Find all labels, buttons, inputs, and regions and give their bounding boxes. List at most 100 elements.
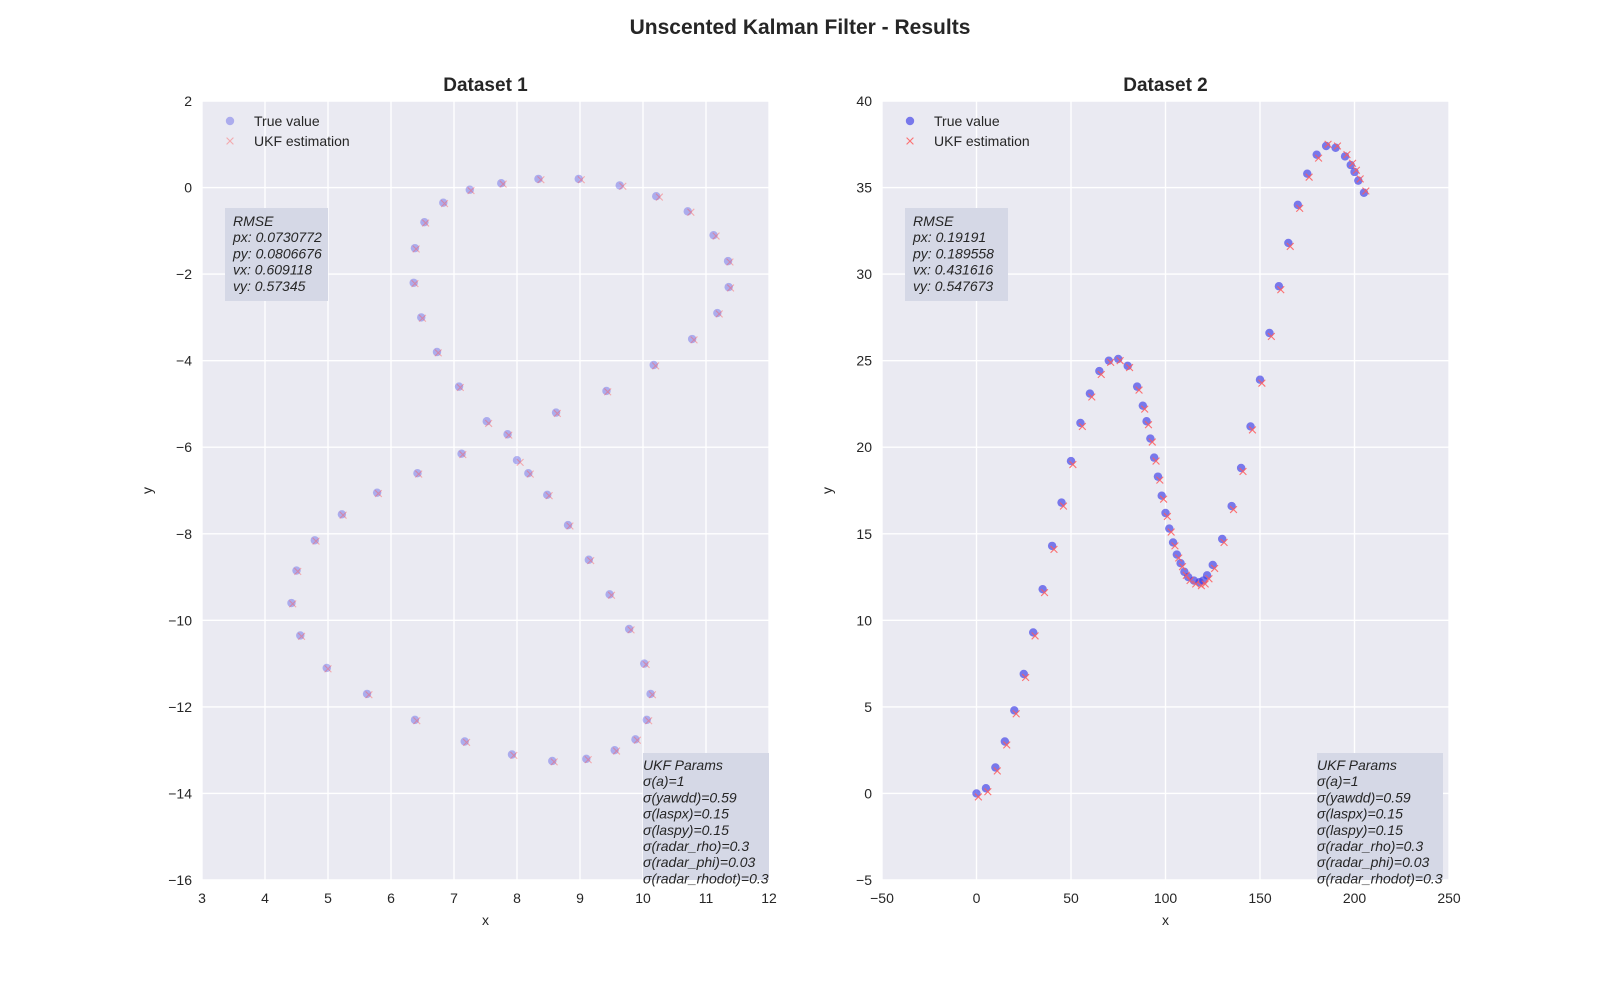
data-point (497, 179, 506, 188)
y-tick-label: −2 (176, 266, 192, 282)
data-point (1274, 282, 1284, 291)
data-point (413, 716, 421, 725)
data-point (1312, 150, 1321, 159)
data-point (454, 382, 464, 391)
data-point (1293, 200, 1303, 210)
chart-panel-1: 3 4 5 6 7 8 9 10 11 12 2 0 −2 −4 −6 −8 −10 −12 −14 −16 x y Dat… (139, 75, 777, 928)
data-point (993, 767, 1002, 775)
params-line: σ(radar_rhodot)=0.3 (1317, 870, 1443, 886)
y-tick-label: 2 (184, 93, 192, 109)
data-point (610, 745, 619, 755)
legend-label: UKF estimation (934, 133, 1030, 149)
data-point (420, 217, 429, 227)
data-point (1191, 580, 1200, 588)
data-point (582, 754, 591, 764)
data-point (642, 660, 650, 669)
data-point (1066, 456, 1076, 466)
data-point (1362, 187, 1370, 195)
params-line: σ(a)=1 (643, 773, 685, 789)
rmse-box (905, 208, 1008, 301)
data-point (1069, 460, 1077, 469)
data-point (624, 624, 634, 634)
data-point (1000, 737, 1010, 746)
data-point (1106, 358, 1115, 367)
data-point (615, 181, 624, 190)
data-point (627, 626, 635, 634)
data-point (687, 208, 695, 217)
data-point (1333, 142, 1342, 150)
data-point (411, 279, 419, 288)
y-tick-label: −16 (168, 872, 192, 888)
data-point (1029, 628, 1038, 637)
data-point (1227, 501, 1236, 511)
legend-label: True value (934, 113, 1000, 129)
data-point (607, 591, 616, 600)
data-point (605, 590, 614, 599)
y-tick-label: 25 (856, 353, 872, 369)
data-point (1125, 363, 1134, 372)
data-point (972, 789, 981, 798)
data-point (1076, 418, 1085, 428)
data-point (1197, 581, 1206, 590)
data-point (545, 491, 553, 500)
data-point (1095, 366, 1104, 376)
data-point (1303, 169, 1312, 178)
legend-marker (225, 116, 235, 126)
data-point (339, 511, 347, 519)
rmse-line: RMSE (913, 213, 954, 229)
y-tick-label: 40 (856, 93, 872, 109)
data-point (1176, 559, 1185, 568)
data-point (713, 308, 722, 318)
data-point (566, 522, 574, 530)
data-point (414, 470, 423, 478)
rmse-line: vx: 0.431616 (913, 262, 993, 278)
data-point (724, 282, 733, 292)
x-tick-label: 10 (635, 890, 651, 906)
data-point (459, 450, 467, 459)
data-point (1047, 541, 1057, 551)
data-point (322, 663, 331, 673)
x-tick-label: 0 (973, 890, 981, 906)
data-point (1138, 401, 1148, 410)
data-point (726, 258, 734, 266)
data-point (510, 751, 518, 760)
y-tick-label: −4 (176, 353, 192, 369)
data-point (526, 470, 535, 478)
figure-title: Unscented Kalman Filter - Results (629, 16, 971, 39)
data-point (1182, 571, 1191, 580)
data-point (372, 488, 382, 497)
params-line: σ(radar_rho)=0.3 (1317, 838, 1423, 854)
data-point (1019, 669, 1028, 679)
data-point (631, 735, 640, 744)
data-point (619, 182, 627, 191)
data-point (456, 383, 465, 392)
legend: True value UKF estimation (905, 113, 1030, 149)
data-point (1201, 580, 1209, 588)
y-tick-label: 20 (856, 439, 872, 455)
y-axis-label: y (819, 487, 835, 494)
data-point (1210, 564, 1219, 573)
data-point (417, 313, 426, 322)
data-point (981, 784, 991, 793)
y-axis-label: y (139, 487, 155, 494)
params-line: σ(laspx)=0.15 (643, 806, 729, 822)
data-point (310, 536, 319, 545)
data-point (1059, 502, 1068, 510)
data-point (712, 232, 720, 240)
x-axis-label: x (482, 912, 489, 928)
data-point (550, 758, 558, 766)
y-tick-label: −5 (856, 872, 872, 888)
rmse-line: py: 0.0806676 (232, 245, 322, 261)
y-tick-label: −6 (176, 439, 192, 455)
y-tick-label: 35 (856, 180, 872, 196)
x-tick-label: 250 (1437, 890, 1461, 906)
data-point (1140, 405, 1149, 413)
data-point (644, 716, 653, 725)
data-point (365, 690, 373, 699)
data-point (984, 787, 992, 796)
data-point (1152, 457, 1160, 465)
rmse-line: px: 0.19191 (912, 229, 986, 245)
data-point (1057, 498, 1066, 507)
data-point (296, 631, 305, 640)
